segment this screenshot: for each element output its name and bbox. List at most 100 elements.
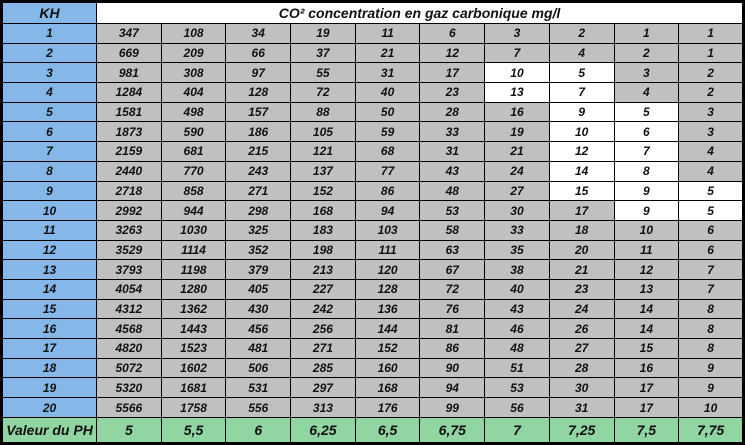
value-cell: 10 <box>678 397 744 418</box>
value-cell: 88 <box>290 101 356 123</box>
value-cell: 1 <box>678 23 744 44</box>
value-cell: 51 <box>484 357 550 379</box>
value-cell: 227 <box>290 278 356 300</box>
value-cell: 23 <box>548 278 615 300</box>
value-cell: 40 <box>484 278 550 300</box>
value-cell: 7 <box>678 259 744 280</box>
table-row: 8 2440 770 243 137 77 43 24 14 8 4 <box>1 160 744 182</box>
value-cell: 48 <box>484 338 550 359</box>
value-cell: 858 <box>160 180 227 202</box>
value-cell: 59 <box>354 121 421 143</box>
value-cell: 498 <box>160 101 227 123</box>
value-cell: 19 <box>290 23 356 44</box>
value-cell: 160 <box>354 357 421 379</box>
value-cell: 66 <box>225 42 292 64</box>
value-cell: 136 <box>354 298 421 320</box>
value-cell: 271 <box>225 180 292 202</box>
table-row: 18 5072 1602 506 285 160 90 51 28 16 9 <box>1 357 744 379</box>
value-cell: 6 <box>678 219 744 241</box>
table-row: 14 4054 1280 405 227 128 72 40 23 13 7 <box>1 278 744 300</box>
value-cell: 8 <box>678 338 744 359</box>
value-cell: 20 <box>548 239 615 261</box>
value-cell: 17 <box>548 200 615 221</box>
value-cell-highlighted: 10 <box>548 121 615 143</box>
value-cell: 3529 <box>96 239 162 261</box>
value-cell: 669 <box>96 42 162 64</box>
value-cell: 1443 <box>160 318 227 339</box>
value-cell: 97 <box>225 62 292 84</box>
value-cell: 17 <box>613 377 680 399</box>
value-cell: 121 <box>290 141 356 162</box>
table-row: 9 2718 858 271 152 86 48 27 15 9 5 <box>1 180 744 202</box>
ph-value-cell: 7,75 <box>678 417 744 444</box>
value-cell: 3 <box>613 62 680 84</box>
table-title: CO² concentration en gaz carbonique mg/l <box>96 1 744 24</box>
value-cell: 27 <box>548 338 615 359</box>
value-cell: 76 <box>419 298 486 320</box>
value-cell: 6 <box>678 239 744 261</box>
kh-cell: 4 <box>1 82 97 103</box>
value-cell: 8 <box>678 298 744 320</box>
value-cell: 21 <box>548 259 615 280</box>
value-cell: 209 <box>160 42 227 64</box>
value-cell: 298 <box>225 200 292 221</box>
value-cell: 128 <box>354 278 421 300</box>
value-cell: 152 <box>290 180 356 202</box>
value-cell: 34 <box>225 23 292 44</box>
value-cell: 26 <box>548 318 615 339</box>
value-cell: 81 <box>419 318 486 339</box>
value-cell: 19 <box>484 121 550 143</box>
value-cell: 28 <box>419 101 486 123</box>
value-cell-highlighted: 5 <box>678 180 744 202</box>
value-cell: 168 <box>354 377 421 399</box>
kh-cell: 17 <box>1 338 97 359</box>
value-cell: 2992 <box>96 200 162 221</box>
value-cell-highlighted: 15 <box>548 180 615 202</box>
value-cell: 176 <box>354 397 421 418</box>
value-cell: 28 <box>548 357 615 379</box>
value-cell: 30 <box>548 377 615 399</box>
kh-cell: 7 <box>1 141 97 162</box>
value-cell-highlighted: 5 <box>613 101 680 123</box>
value-cell: 111 <box>354 239 421 261</box>
table-row: 1 347 108 34 19 11 6 3 2 1 1 <box>1 23 744 44</box>
value-cell-highlighted: 9 <box>613 180 680 202</box>
value-cell: 16 <box>613 357 680 379</box>
value-cell: 1198 <box>160 259 227 280</box>
value-cell: 43 <box>419 160 486 182</box>
value-cell: 55 <box>290 62 356 84</box>
value-cell: 14 <box>613 298 680 320</box>
value-cell: 506 <box>225 357 292 379</box>
value-cell: 12 <box>419 42 486 64</box>
value-cell: 11 <box>613 239 680 261</box>
value-cell-highlighted: 9 <box>548 101 615 123</box>
ph-value-cell: 6,25 <box>290 417 356 444</box>
value-cell: 944 <box>160 200 227 221</box>
value-cell-highlighted: 7 <box>548 82 615 103</box>
value-cell: 43 <box>484 298 550 320</box>
value-cell: 379 <box>225 259 292 280</box>
value-cell: 24 <box>548 298 615 320</box>
table-row: 17 4820 1523 481 271 152 86 48 27 15 8 <box>1 338 744 359</box>
value-cell: 17 <box>613 397 680 418</box>
value-cell: 352 <box>225 239 292 261</box>
value-cell: 1362 <box>160 298 227 320</box>
table-header: KH CO² concentration en gaz carbonique m… <box>1 1 744 24</box>
value-cell: 1030 <box>160 219 227 241</box>
value-cell: 213 <box>290 259 356 280</box>
value-cell: 53 <box>484 377 550 399</box>
value-cell: 2 <box>613 42 680 64</box>
kh-cell: 11 <box>1 219 97 241</box>
kh-column-header: KH <box>1 1 97 24</box>
value-cell: 2 <box>548 23 615 44</box>
ph-row: Valeur du PH 5 5,5 6 6,25 6,5 6,75 7 7,25 7,5 7,7… <box>1 417 744 444</box>
header-row: KH CO² concentration en gaz carbonique m… <box>1 1 744 24</box>
table-row: 13 3793 1198 379 213 120 67 38 21 12 7 <box>1 259 744 280</box>
value-cell: 1 <box>678 42 744 64</box>
value-cell: 23 <box>419 82 486 103</box>
value-cell: 5072 <box>96 357 162 379</box>
value-cell: 21 <box>354 42 421 64</box>
value-cell: 58 <box>419 219 486 241</box>
value-cell: 48 <box>419 180 486 202</box>
value-cell: 2159 <box>96 141 162 162</box>
